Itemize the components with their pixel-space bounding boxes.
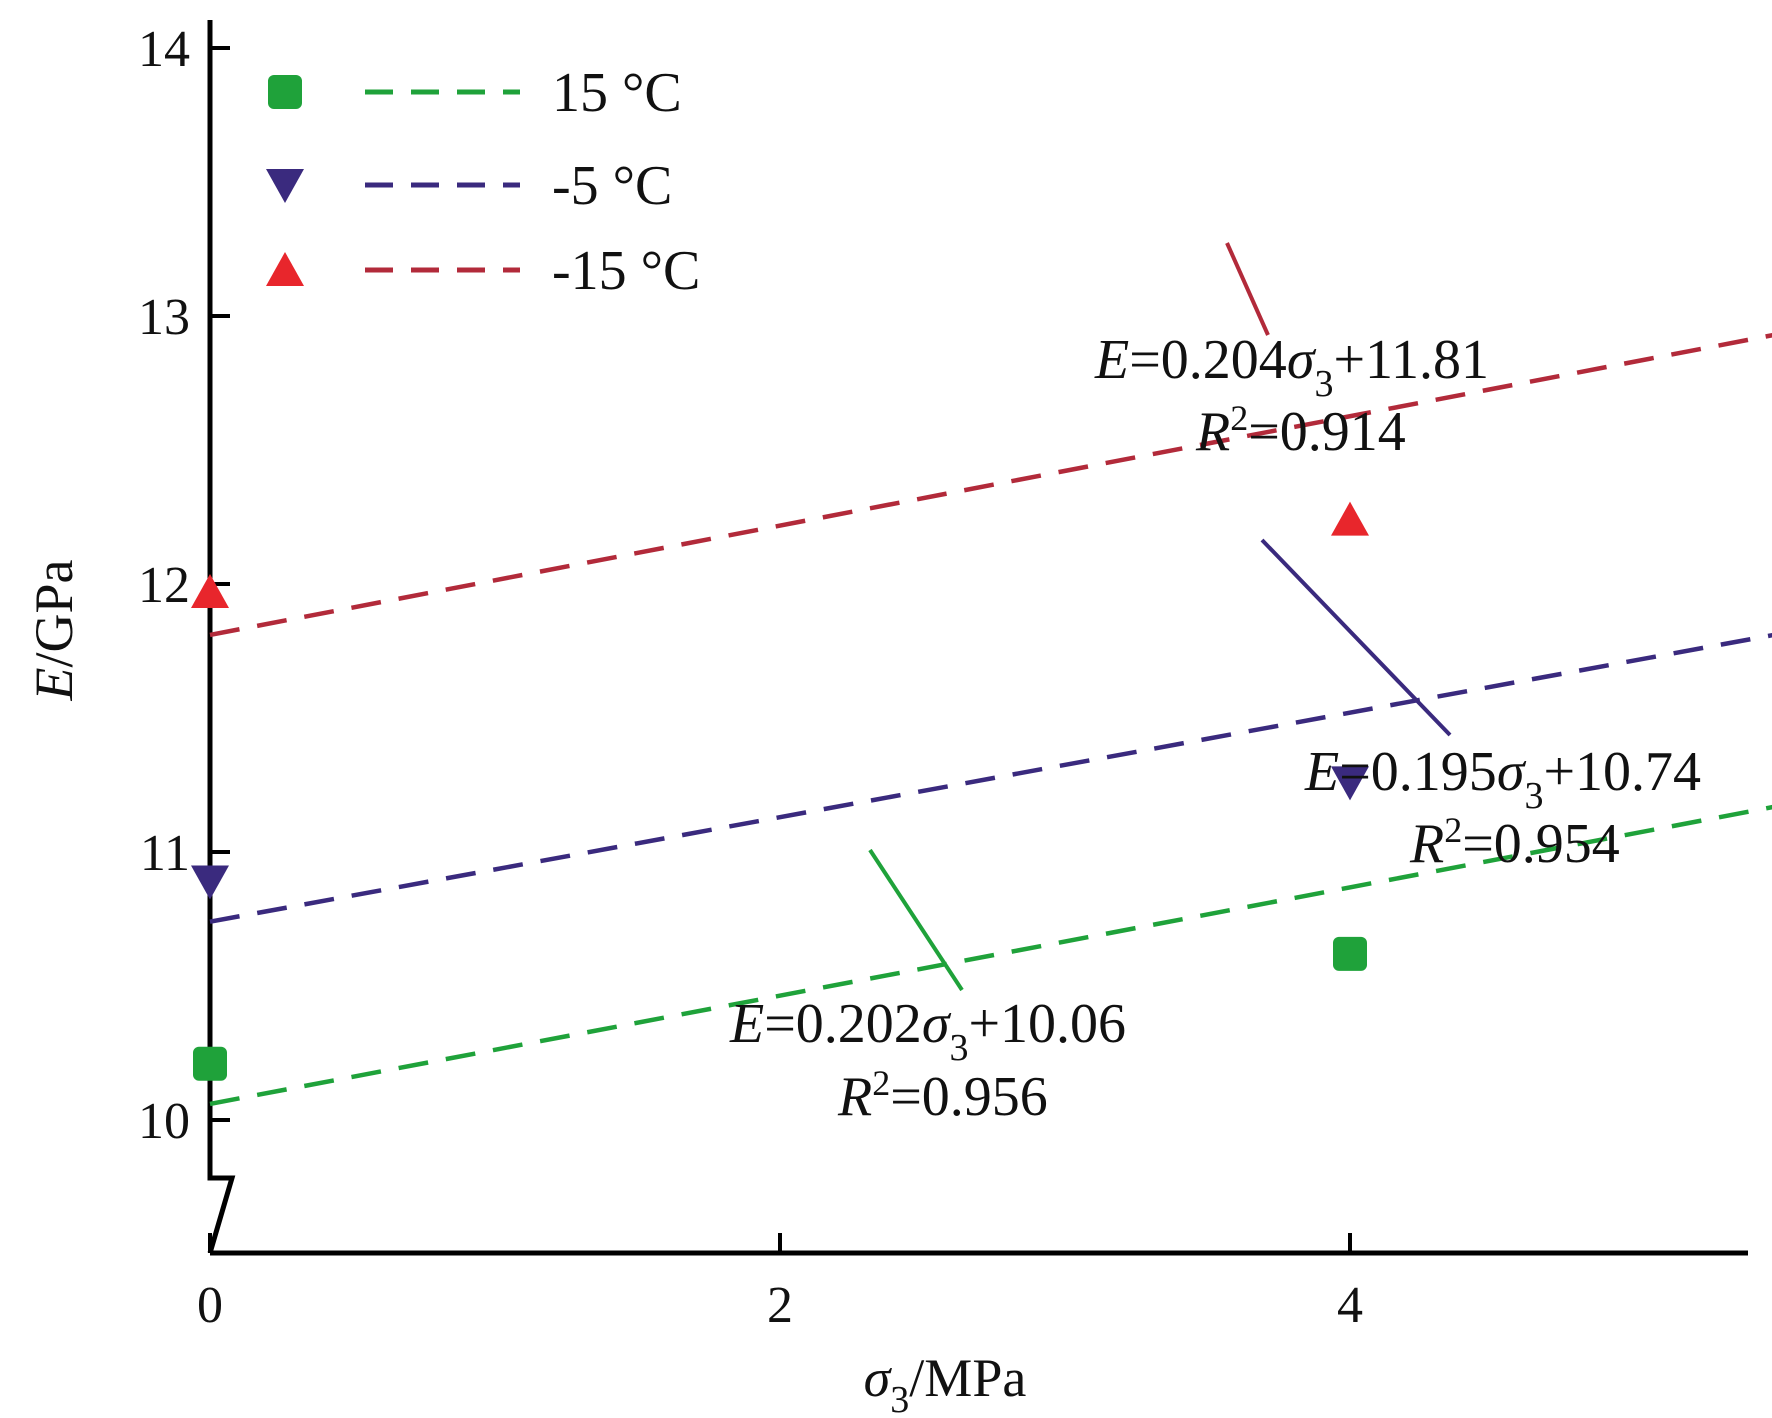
fit-r2: R2=0.954 — [1409, 810, 1620, 875]
data-point-series-0 — [193, 1046, 227, 1081]
annotation-pointer — [868, 848, 964, 992]
fit-r2: R2=0.914 — [1195, 398, 1406, 463]
data-point-series-2 — [191, 574, 229, 609]
legend-label: -15 °C — [552, 240, 700, 302]
fit-line-series-1 — [209, 632, 1772, 924]
fit-annotations: E=0.202σ3+10.06R2=0.956E=0.195σ3+10.74R2… — [729, 329, 1701, 1128]
y-tick-label: 13 — [138, 289, 190, 346]
y-tick-label: 11 — [140, 825, 190, 882]
legend-label: 15 °C — [552, 62, 682, 124]
data-point-series-1 — [1331, 766, 1369, 801]
data-point-series-2 — [1331, 501, 1369, 536]
fit-equation: E=0.202σ3+10.06 — [729, 993, 1126, 1069]
data-point-series-0 — [1333, 936, 1367, 971]
fit-r2: R2=0.956 — [837, 1063, 1048, 1128]
data-point-series-1 — [191, 865, 229, 900]
annotation-pointer — [1260, 538, 1452, 737]
legend-label: -5 °C — [552, 155, 672, 217]
x-tick-label: 4 — [1337, 1277, 1363, 1334]
legend-marker — [266, 169, 304, 203]
data-points — [191, 501, 1369, 1081]
fit-equation: E=0.204σ3+11.81 — [1094, 329, 1489, 405]
annotation-pointers — [868, 242, 1452, 992]
y-tick-label: 14 — [138, 21, 190, 78]
x-tick-label: 0 — [197, 1277, 223, 1334]
y-tick-label: 12 — [138, 557, 190, 614]
y-tick-label: 10 — [138, 1093, 190, 1150]
legend-marker — [268, 75, 302, 109]
fit-line-series-2 — [209, 332, 1772, 638]
fit-line-series-0 — [209, 804, 1772, 1107]
x-axis-title: σ3/MPa — [864, 1348, 1027, 1418]
y-axis-title: E/GPa — [24, 559, 84, 701]
fit-lines — [209, 332, 1772, 1107]
legend: 15 °C -5 °C -15 °C — [266, 62, 700, 302]
annotation-pointer — [1225, 242, 1270, 336]
fit-equation: E=0.195σ3+10.74 — [1304, 741, 1701, 817]
x-tick-label: 2 — [767, 1277, 793, 1334]
legend-marker — [266, 252, 304, 286]
